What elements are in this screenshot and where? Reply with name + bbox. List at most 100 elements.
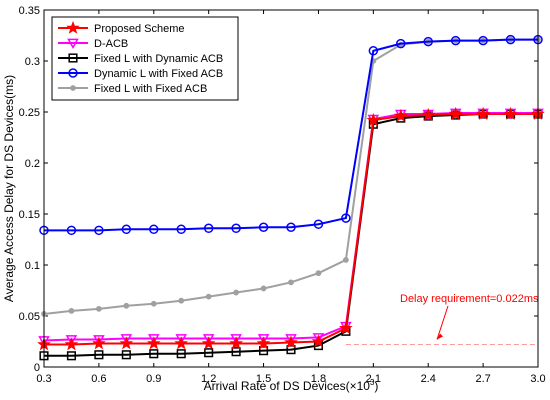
data-point <box>66 351 76 361</box>
data-point <box>95 305 102 312</box>
x-tick-label: 1.2 <box>201 373 216 385</box>
legend-label: Fixed L with Dynamic ACB <box>94 53 223 65</box>
data-point <box>259 346 269 356</box>
data-point <box>231 347 241 357</box>
data-point <box>233 289 240 296</box>
reference-arrow-shaft <box>436 305 449 340</box>
y-tick-label: 0.15 <box>19 209 40 221</box>
data-point <box>393 108 408 122</box>
x-tick-label: 3.0 <box>530 373 545 385</box>
x-axis-ticks: 0.3 0.6 0.9 1.2 1.5 1.8 2.1 2.4 2.7 3.0 <box>36 10 546 385</box>
data-point <box>450 35 461 46</box>
data-point <box>148 334 160 345</box>
data-point <box>312 333 325 344</box>
data-point <box>288 279 294 286</box>
legend-swatch-marker <box>66 20 80 34</box>
x-tick-label: 0.9 <box>146 373 161 385</box>
x-tick-label: 1.8 <box>311 373 326 385</box>
data-point <box>68 308 75 314</box>
data-point <box>121 224 132 235</box>
legend-swatch-marker <box>68 53 78 63</box>
reference-label: Delay requirement=0.022ms <box>400 293 539 305</box>
legend-label: Dynamic L with Fixed ACB <box>94 68 223 80</box>
data-point <box>175 334 187 345</box>
data-point <box>123 302 130 309</box>
data-point <box>176 349 186 359</box>
series-dynamic-l-with-fixed-acb <box>39 34 543 236</box>
legend-label: Proposed Scheme <box>94 23 185 35</box>
x-tick-label: 2.1 <box>366 373 381 385</box>
data-point <box>64 337 79 351</box>
legend-label: Fixed L with Fixed ACB <box>94 83 207 95</box>
data-point <box>149 349 159 359</box>
data-point <box>396 38 406 49</box>
data-point <box>423 36 433 47</box>
data-point <box>285 334 297 345</box>
data-point <box>120 334 133 345</box>
data-point <box>174 336 189 350</box>
data-point <box>505 34 516 45</box>
data-point <box>284 335 298 349</box>
data-point <box>257 334 270 345</box>
legend-item: Proposed Scheme <box>58 20 185 35</box>
y-tick-label: 0.3 <box>25 56 40 68</box>
plot-frame <box>43 9 539 368</box>
data-point <box>448 106 463 120</box>
legend-item: D-ACB <box>58 38 128 50</box>
x-axis-label: Arrival Rate of DS Devices(×103) <box>204 378 379 393</box>
data-point <box>231 223 241 234</box>
data-point <box>150 300 157 307</box>
data-point <box>313 219 324 229</box>
data-point <box>202 334 215 345</box>
y-axis-label: Average Access Delay for DS Devices(ms) <box>2 75 16 302</box>
x-axis-label-main: Arrival Rate of DS Devices(×10 <box>204 379 371 393</box>
data-point <box>205 293 212 300</box>
data-point <box>315 270 322 277</box>
data-point <box>286 345 296 355</box>
y-axis-ticks: 0 0.05 0.1 0.15 0.2 0.25 0.3 0.35 <box>19 5 538 374</box>
data-point <box>260 285 267 292</box>
data-point <box>201 336 216 350</box>
x-tick-label: 1.5 <box>256 373 271 385</box>
data-point <box>311 334 326 348</box>
x-tick-label: 0.3 <box>36 373 51 385</box>
series-proposed-scheme <box>37 106 545 351</box>
x-axis-label-superscript: 3 <box>370 378 375 387</box>
data-point <box>203 223 214 234</box>
data-point <box>341 213 351 223</box>
x-tick-label: 2.7 <box>475 373 490 385</box>
data-point <box>146 336 161 350</box>
data-point <box>178 297 185 304</box>
data-point <box>119 336 134 350</box>
series-line <box>44 38 538 232</box>
data-point <box>286 222 296 233</box>
data-point <box>366 113 381 126</box>
data-point <box>65 335 78 346</box>
data-point <box>503 106 518 120</box>
legend-swatch-marker <box>70 85 76 91</box>
legend-swatch-marker <box>67 38 79 50</box>
legend-item: Dynamic L with Fixed ACB <box>58 68 223 80</box>
data-point <box>149 224 159 235</box>
data-point <box>339 321 353 335</box>
legend-label: D-ACB <box>94 38 128 50</box>
legend: Proposed Scheme D-ACB Fixed L with Dynamic… <box>51 16 239 101</box>
data-point <box>121 350 131 360</box>
data-point <box>94 350 104 360</box>
reference-arrow-head <box>437 333 443 340</box>
data-point <box>258 222 269 233</box>
data-point <box>368 46 379 56</box>
y-tick-label: 0 <box>34 362 40 374</box>
legend-item: Fixed L with Fixed ACB <box>58 83 207 95</box>
y-tick-label: 0.05 <box>19 311 40 323</box>
x-axis-label-suffix: ) <box>374 379 378 393</box>
y-tick-label: 0.1 <box>25 260 40 272</box>
data-point <box>66 225 77 236</box>
data-point <box>256 336 271 350</box>
data-point <box>93 335 105 346</box>
data-point <box>176 224 186 235</box>
data-point <box>229 336 243 350</box>
data-point <box>421 107 436 121</box>
